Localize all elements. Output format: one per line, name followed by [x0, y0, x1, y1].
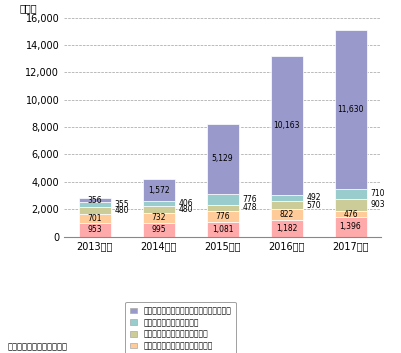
- Bar: [271, 55, 302, 195]
- Text: 480: 480: [178, 205, 193, 214]
- Text: 356: 356: [87, 196, 102, 204]
- Text: 776: 776: [215, 212, 230, 221]
- Text: 1,182: 1,182: [276, 224, 297, 233]
- Bar: [143, 179, 174, 201]
- Legend: 全国中小企業株式譲渡システム（新三板）, 深圳証券取引所（創業板）, 深圳証券取引所（中小企業板）, 深圳証券取引所（メインボード）, 上海証券取引所（メインボ: 全国中小企業株式譲渡システム（新三板）, 深圳証券取引所（創業板）, 深圳証券取…: [125, 301, 236, 353]
- Bar: [334, 217, 367, 237]
- Text: 570: 570: [306, 201, 321, 210]
- Text: 476: 476: [343, 210, 358, 219]
- Bar: [79, 198, 111, 203]
- Bar: [79, 207, 111, 214]
- Text: 10,163: 10,163: [273, 121, 300, 130]
- Bar: [79, 223, 111, 237]
- Bar: [143, 213, 174, 223]
- Text: 355: 355: [114, 201, 129, 209]
- Text: 776: 776: [242, 195, 257, 204]
- Bar: [334, 189, 367, 198]
- Text: 406: 406: [178, 199, 193, 208]
- Bar: [334, 198, 367, 211]
- Bar: [271, 195, 302, 201]
- Text: 701: 701: [87, 214, 102, 223]
- Text: 492: 492: [306, 193, 321, 202]
- Text: （社）: （社）: [20, 3, 37, 13]
- Text: 資料：野村資本市場研究所: 資料：野村資本市場研究所: [8, 342, 68, 351]
- Bar: [79, 203, 111, 207]
- Text: 1,081: 1,081: [212, 225, 233, 234]
- Bar: [271, 201, 302, 209]
- Bar: [143, 201, 174, 206]
- Text: 11,630: 11,630: [337, 105, 364, 114]
- Bar: [143, 206, 174, 213]
- Text: 822: 822: [279, 210, 294, 219]
- Bar: [207, 222, 239, 237]
- Text: 903: 903: [371, 200, 385, 209]
- Text: 1,572: 1,572: [148, 186, 169, 195]
- Bar: [143, 223, 174, 237]
- Bar: [334, 211, 367, 217]
- Text: 1,396: 1,396: [340, 222, 361, 232]
- Bar: [207, 124, 239, 194]
- Text: 478: 478: [242, 203, 257, 213]
- Bar: [79, 214, 111, 223]
- Bar: [271, 220, 302, 237]
- Bar: [207, 194, 239, 205]
- Text: 5,129: 5,129: [212, 154, 233, 163]
- Bar: [334, 30, 367, 189]
- Text: 953: 953: [87, 226, 102, 234]
- Bar: [207, 205, 239, 211]
- Text: 710: 710: [371, 189, 385, 198]
- Text: 995: 995: [151, 225, 166, 234]
- Text: 480: 480: [114, 206, 129, 215]
- Text: 732: 732: [151, 214, 166, 222]
- Bar: [271, 209, 302, 220]
- Bar: [207, 211, 239, 222]
